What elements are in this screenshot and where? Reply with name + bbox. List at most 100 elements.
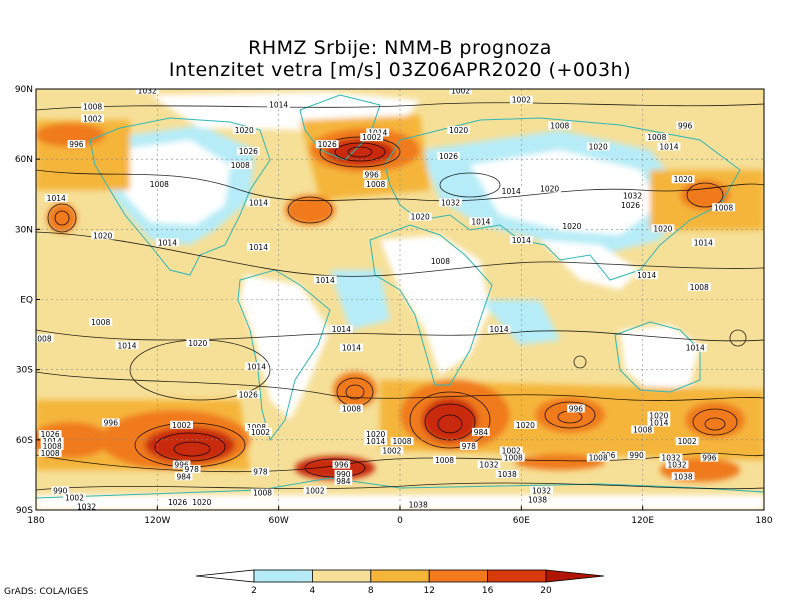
colorbar-tick-label: 20 xyxy=(540,586,552,596)
isobar-label-background xyxy=(586,453,610,462)
isobar-low-madagascar xyxy=(573,355,587,369)
isobar-label-background xyxy=(459,441,478,450)
isobar-label: 1008 xyxy=(690,283,709,292)
isobar-label-background xyxy=(433,455,456,464)
isobar-label-background xyxy=(635,271,659,280)
isobar-label-background xyxy=(315,140,339,149)
isobar-label: 1008 xyxy=(435,456,454,465)
isobar-label: 1008 xyxy=(550,121,569,130)
very-strong-core-south-atlantic xyxy=(422,398,478,442)
isobar-label-background xyxy=(81,102,105,111)
strong-core-east-pacific xyxy=(47,203,77,233)
longitude-tick-label: 0 xyxy=(397,516,403,526)
strong-core-south-tasman xyxy=(685,402,745,438)
calm-area-south-america xyxy=(240,275,330,420)
isobar-label: 1008 xyxy=(83,103,102,112)
isobar-low-greenland xyxy=(334,142,386,162)
isobar-low-north-atlantic xyxy=(287,196,333,224)
isobar-label-background xyxy=(44,193,68,202)
isobar-label-background xyxy=(665,460,689,469)
isobar-label: 1038 xyxy=(674,472,693,481)
graticule xyxy=(36,89,764,510)
isobar-label: 1014 xyxy=(117,341,136,350)
isobar-label: 1020 xyxy=(188,339,207,348)
longitude-tick-label: 120W xyxy=(144,516,170,526)
isobar-label: 1014 xyxy=(158,238,177,247)
isobar-label: 1020 xyxy=(366,430,385,439)
isobar-label-background xyxy=(251,488,274,497)
isobar-label-background xyxy=(671,472,695,481)
isobar-label: 1002 xyxy=(172,421,191,430)
isobar-label: 1032 xyxy=(441,199,460,208)
isobar xyxy=(36,231,764,277)
isobar-label-background xyxy=(247,198,270,207)
isobar-label-background xyxy=(671,175,695,184)
isobar-label-background xyxy=(509,95,533,104)
isobar-label-background xyxy=(63,493,86,502)
isobar-label-background xyxy=(509,236,533,245)
isobar-label: 1020 xyxy=(235,126,254,135)
light-area-indian-ocean xyxy=(480,300,560,345)
longitude-tick-label: 120E xyxy=(631,516,654,526)
isobar-label: 1014 xyxy=(659,142,678,151)
isobar xyxy=(36,102,764,111)
isobar-label-background xyxy=(75,502,98,510)
isobar-label: 1026 xyxy=(239,390,258,399)
isobar-label: 1008 xyxy=(43,442,62,451)
longitude-axis: 180 120W 60W 0 60E 120E 180 xyxy=(27,506,773,526)
isobar-label-background xyxy=(477,460,501,469)
calm-area-antarctica xyxy=(36,495,764,510)
isobar-label-background xyxy=(147,179,171,188)
isobar-label: 996 xyxy=(174,461,189,470)
coast-eurasia xyxy=(384,117,741,281)
isobar-label-background xyxy=(170,420,193,429)
isobar-label-background xyxy=(236,147,260,156)
isobar-label: 1014 xyxy=(366,437,385,446)
coast-north-america xyxy=(89,117,271,276)
isobar-low-east-pacific xyxy=(47,203,77,233)
isobar-label-background xyxy=(364,437,388,446)
isobar-label-background xyxy=(245,423,268,432)
isobar-label-background xyxy=(38,430,62,439)
isobar-label-background xyxy=(538,184,562,193)
isobar-label: 1008 xyxy=(431,257,450,266)
map-title-line1: RHMZ Srbije: NMM-B prognoza xyxy=(248,37,552,59)
isobar-label: 1008 xyxy=(504,454,523,463)
isobar-low-greenland xyxy=(347,146,373,158)
isobar-label: 1032 xyxy=(667,461,686,470)
isobar-label-background xyxy=(700,453,719,462)
coastlines xyxy=(36,94,764,499)
isobar-label-background xyxy=(499,186,523,195)
calm-area-asia-south xyxy=(540,240,640,290)
isobar-label-background xyxy=(487,324,511,333)
isobar-label: 1014 xyxy=(247,362,266,371)
isobar-label: 1002 xyxy=(502,447,521,456)
latitude-tick-label: 60N xyxy=(15,155,33,165)
isobar-low-tasman xyxy=(704,417,726,431)
isobar-label: 990 xyxy=(53,486,68,495)
isobar-label: 996 xyxy=(365,171,380,180)
isobar-label-background xyxy=(469,217,493,226)
isobar-label: 1008 xyxy=(231,161,250,170)
strong-core-north-atlantic xyxy=(285,195,335,225)
isobar-low-south-africa xyxy=(424,403,476,441)
calm-area-australia xyxy=(620,325,700,392)
isobar-label: 996 xyxy=(678,121,693,130)
colorbar-segment xyxy=(545,569,605,583)
isobar-label: 1014 xyxy=(637,271,656,280)
isobar-label: 1002 xyxy=(451,86,470,95)
grads-credit: GrADS: COLA/IGES xyxy=(4,587,89,597)
latitude-tick-label: 30S xyxy=(16,366,33,376)
isobar-label: 1020 xyxy=(516,421,535,430)
isobar-label-background xyxy=(38,448,62,457)
isobar-label-background xyxy=(513,420,537,429)
isobar-label: 1008 xyxy=(342,404,361,413)
isobar-label: 984 xyxy=(176,472,191,481)
isobar-label-background xyxy=(91,231,115,240)
isobar-high-siberia xyxy=(439,172,501,198)
isobar-label: 1014 xyxy=(249,243,268,252)
coast-south-america xyxy=(237,269,331,442)
isobar-label: 978 xyxy=(462,442,477,451)
